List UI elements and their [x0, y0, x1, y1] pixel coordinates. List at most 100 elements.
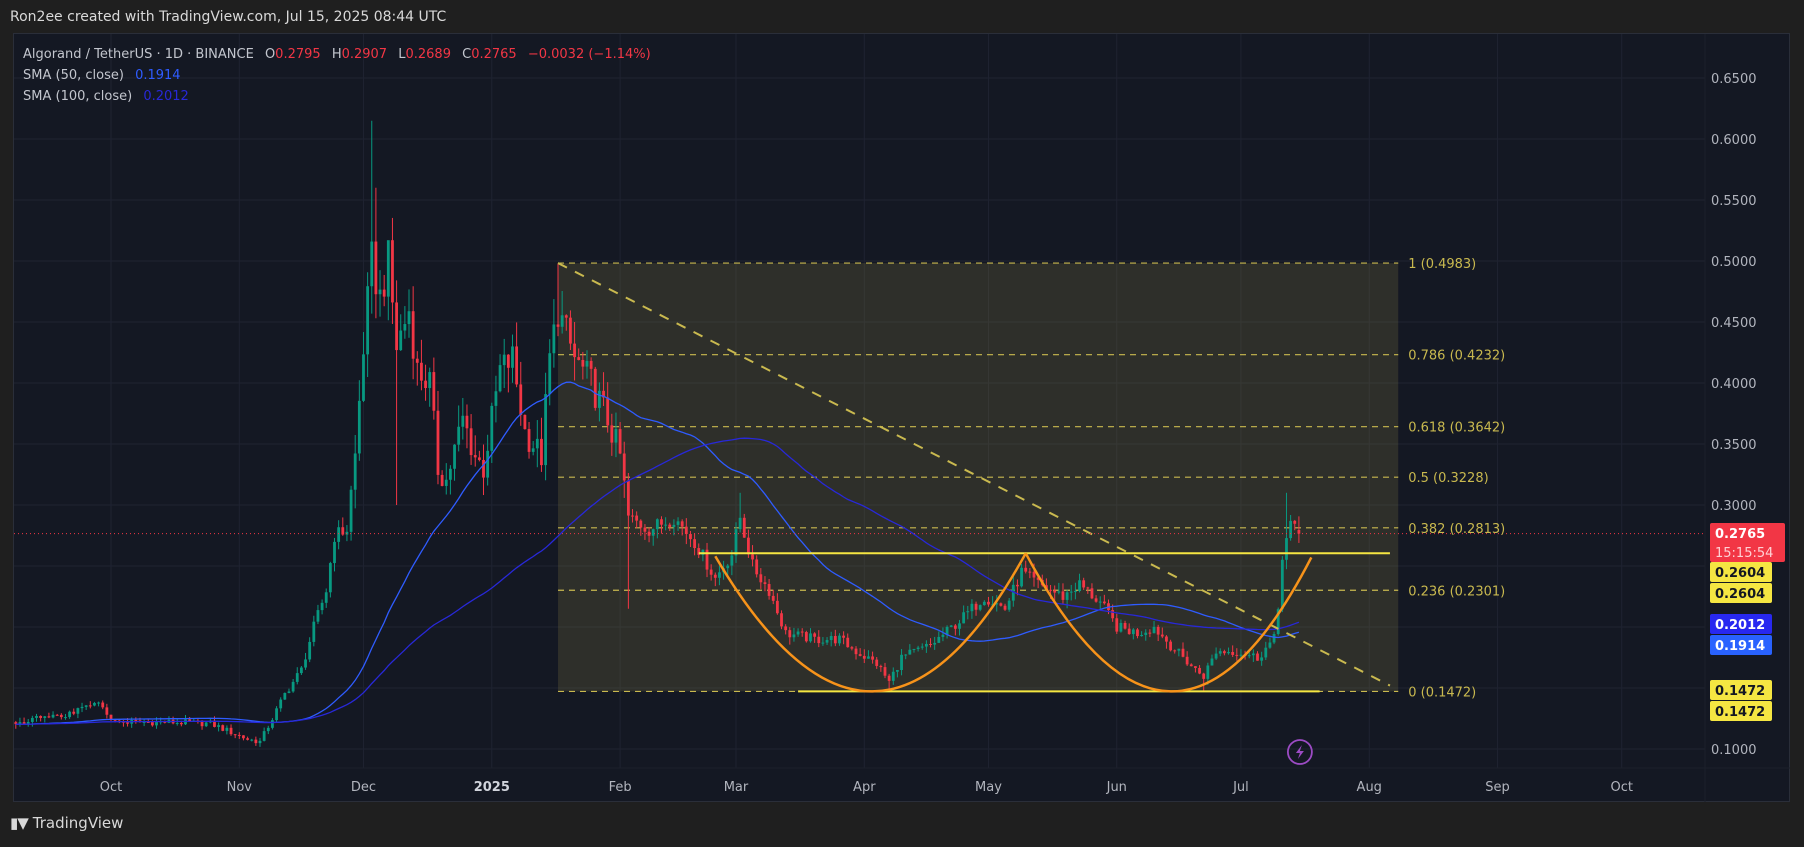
candle[interactable]	[411, 286, 415, 380]
candle[interactable]	[668, 522, 672, 531]
candle[interactable]	[916, 645, 920, 652]
candle[interactable]	[751, 545, 754, 567]
price-badge[interactable]: 0.1472	[1710, 680, 1772, 700]
candle[interactable]	[1078, 573, 1081, 593]
candle[interactable]	[970, 599, 974, 619]
candle[interactable]	[43, 715, 47, 723]
candle[interactable]	[829, 631, 833, 647]
candle[interactable]	[1057, 582, 1061, 595]
price-badge[interactable]: 0.2604	[1710, 583, 1772, 603]
candle[interactable]	[593, 366, 597, 411]
candle[interactable]	[80, 702, 84, 713]
candle[interactable]	[626, 473, 630, 609]
candle[interactable]	[1165, 635, 1168, 649]
candle[interactable]	[1173, 649, 1177, 654]
candle[interactable]	[734, 522, 738, 563]
candle[interactable]	[1222, 649, 1226, 656]
candle[interactable]	[1140, 631, 1144, 637]
candle[interactable]	[1185, 651, 1189, 666]
candle[interactable]	[771, 589, 775, 605]
candle[interactable]	[494, 375, 498, 423]
candle[interactable]	[519, 361, 523, 426]
candle[interactable]	[924, 640, 928, 653]
candle[interactable]	[705, 542, 709, 578]
candle[interactable]	[328, 561, 332, 598]
candle[interactable]	[1293, 519, 1297, 531]
candle[interactable]	[585, 350, 589, 379]
sma-50-line[interactable]	[15, 381, 1300, 725]
candle[interactable]	[775, 593, 779, 615]
candle[interactable]	[651, 528, 655, 546]
candle[interactable]	[473, 435, 477, 467]
candle[interactable]	[912, 648, 916, 653]
candle[interactable]	[842, 631, 846, 645]
candle[interactable]	[1227, 647, 1230, 655]
sma50-legend-row[interactable]: SMA (50, close) 0.1914	[23, 65, 651, 86]
candle[interactable]	[498, 354, 502, 393]
cup-arc[interactable]	[1024, 552, 1313, 693]
candle[interactable]	[353, 435, 357, 509]
candle[interactable]	[299, 666, 303, 675]
candle[interactable]	[1198, 665, 1201, 675]
candle[interactable]	[386, 240, 390, 321]
candle[interactable]	[1251, 649, 1255, 662]
candle[interactable]	[684, 518, 688, 545]
candle[interactable]	[254, 736, 258, 746]
candle[interactable]	[76, 707, 80, 719]
candle[interactable]	[506, 354, 510, 393]
candle[interactable]	[1256, 651, 1259, 661]
candle[interactable]	[602, 372, 605, 407]
candle[interactable]	[1007, 598, 1011, 612]
candle[interactable]	[883, 662, 887, 679]
candle[interactable]	[440, 470, 444, 487]
candle[interactable]	[93, 701, 96, 707]
candle[interactable]	[639, 519, 643, 536]
candle[interactable]	[324, 588, 328, 608]
candle[interactable]	[995, 595, 999, 612]
candle[interactable]	[30, 715, 34, 727]
candle[interactable]	[1194, 666, 1197, 673]
price-badge[interactable]: 0.2604	[1710, 562, 1772, 582]
candle[interactable]	[1098, 596, 1102, 610]
candle[interactable]	[804, 630, 808, 643]
candle[interactable]	[817, 630, 821, 648]
candle[interactable]	[407, 289, 411, 338]
candle[interactable]	[262, 727, 266, 742]
candle[interactable]	[581, 351, 585, 380]
candle[interactable]	[229, 724, 233, 736]
candle[interactable]	[713, 572, 717, 587]
candle[interactable]	[341, 517, 345, 536]
candle[interactable]	[780, 610, 783, 630]
candle[interactable]	[453, 444, 456, 481]
candle[interactable]	[47, 712, 51, 719]
footer-brand[interactable]: ▮▼ TradingView	[10, 814, 123, 832]
candle[interactable]	[1119, 619, 1123, 633]
candle[interactable]	[362, 332, 365, 403]
candle[interactable]	[1131, 628, 1135, 640]
candle[interactable]	[759, 568, 763, 589]
candle[interactable]	[283, 692, 287, 700]
lightning-icon[interactable]	[1286, 739, 1313, 765]
candle[interactable]	[448, 465, 452, 495]
candle[interactable]	[875, 657, 879, 669]
candle[interactable]	[1264, 641, 1268, 661]
candle[interactable]	[101, 700, 105, 710]
candle[interactable]	[709, 564, 713, 581]
candle[interactable]	[1090, 583, 1094, 600]
candle[interactable]	[610, 413, 614, 456]
candle[interactable]	[933, 636, 937, 650]
candle[interactable]	[68, 710, 72, 719]
candle[interactable]	[527, 422, 531, 459]
candle[interactable]	[1206, 662, 1210, 685]
candle[interactable]	[304, 652, 307, 670]
candle[interactable]	[1127, 623, 1131, 635]
sma-100-line[interactable]	[15, 437, 1300, 725]
price-badge[interactable]: 0.1914	[1710, 635, 1772, 655]
candle[interactable]	[1297, 516, 1301, 543]
candle[interactable]	[217, 722, 221, 732]
candle[interactable]	[941, 627, 945, 642]
price-badge[interactable]: 0.2012	[1710, 614, 1772, 634]
candle[interactable]	[920, 643, 924, 650]
candle[interactable]	[511, 334, 514, 383]
candle[interactable]	[1082, 577, 1086, 590]
